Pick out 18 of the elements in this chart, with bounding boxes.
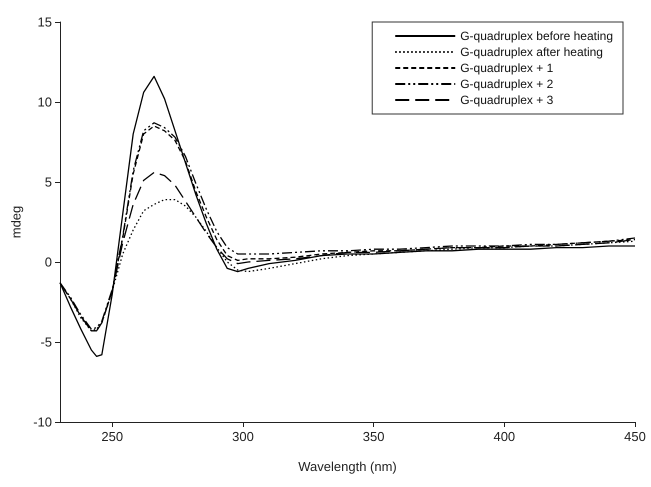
y-axis-title: mdeg: [8, 206, 24, 238]
y-tick-label: 5: [44, 174, 52, 190]
x-tick-label: 250: [101, 429, 124, 444]
y-tick-label: -5: [40, 334, 52, 350]
x-tick-label: 400: [493, 429, 516, 444]
legend-label: G-quadruplex + 3: [460, 93, 554, 107]
y-tick-label: 10: [38, 94, 52, 110]
legend-label: G-quadruplex + 1: [460, 61, 554, 75]
y-tick-label: 15: [38, 14, 52, 30]
legend-label: G-quadruplex before heating: [460, 29, 614, 43]
y-tick-label: 0: [44, 254, 52, 270]
x-axis-title: Wavelength (nm): [298, 459, 397, 474]
legend-label: G-quadruplex after heating: [460, 45, 603, 59]
x-tick-label: 300: [232, 429, 254, 444]
x-tick-label: 450: [624, 429, 646, 444]
y-tick-label: -10: [33, 414, 52, 430]
legend-label: G-quadruplex + 2: [460, 77, 554, 91]
x-tick-label: 350: [362, 429, 384, 444]
